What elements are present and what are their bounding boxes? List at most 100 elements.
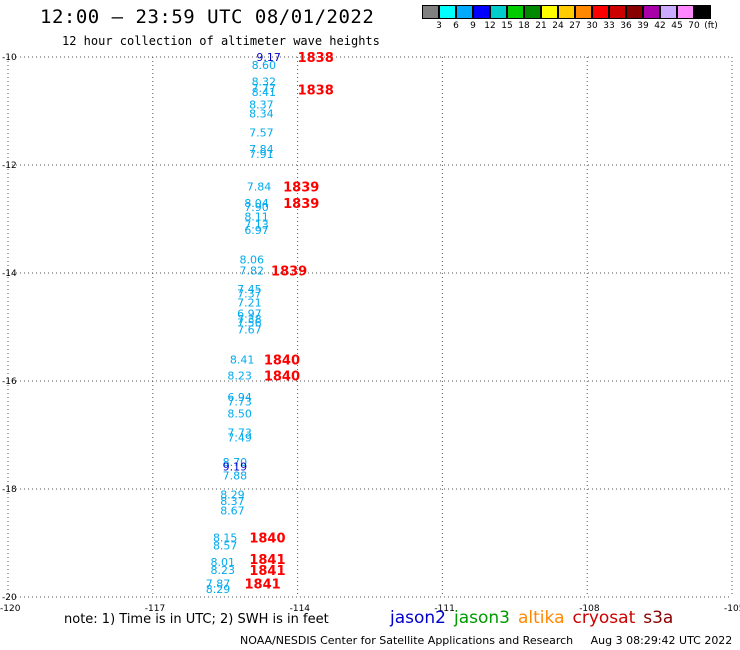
wave-height-value: 9.17 <box>256 51 281 64</box>
legend-item-s3a: s3a <box>643 608 674 628</box>
x-tick-label: -120 <box>0 604 21 614</box>
color-scale-tick: 9 <box>470 21 476 31</box>
color-swatch <box>694 5 711 19</box>
x-tick-label: -114 <box>290 604 311 614</box>
color-scale-tick: 6 <box>453 21 459 31</box>
color-scale-tick: 18 <box>518 21 530 31</box>
legend-item-altika: altika <box>518 608 565 628</box>
y-tick-label: -20 <box>2 593 17 603</box>
color-scale-tick: 27 <box>569 21 581 31</box>
color-swatch <box>490 5 507 19</box>
wave-height-value: 7.21 <box>237 297 262 310</box>
wave-height-value: 7.45 <box>237 283 262 296</box>
color-swatch <box>439 5 456 19</box>
color-scale-tick: 45 <box>671 21 683 31</box>
color-scale-tick: 3 <box>436 21 442 31</box>
wave-height-value: 7.57 <box>249 127 274 140</box>
wave-height-value: 8.34 <box>249 108 274 121</box>
color-scale-tick: (ft) <box>704 21 718 31</box>
wave-height-labels: 9.178.608.327.778.418.378.347.577.847.91… <box>206 51 281 596</box>
wave-height-value: 7.84 <box>249 143 274 156</box>
y-tick-label: -10 <box>2 53 17 63</box>
color-swatch <box>507 5 524 19</box>
color-swatch <box>524 5 541 19</box>
footer-timestamp: Aug 3 08:29:42 UTC 2022 <box>590 634 733 647</box>
wave-height-value: 8.60 <box>252 59 277 72</box>
wave-height-value: 7.82 <box>239 264 264 277</box>
wave-height-value: 8.57 <box>213 540 238 553</box>
wave-height-value: 8.29 <box>206 583 231 596</box>
legend-item-cryosat: cryosat <box>572 608 636 628</box>
color-swatch <box>677 5 694 19</box>
pass-time-label: 1840 <box>264 370 300 385</box>
color-swatch <box>456 5 473 19</box>
wave-height-value: 7.73 <box>227 396 252 409</box>
color-scale-tick: 15 <box>501 21 513 31</box>
wave-height-value: 7.77 <box>252 82 277 95</box>
color-swatch <box>575 5 592 19</box>
satellite-legend: jason2 jason3 altika cryosat s3a <box>390 608 681 628</box>
wave-height-value: 8.06 <box>239 254 264 267</box>
wave-height-value: 8.11 <box>244 210 269 223</box>
x-tick-label: -108 <box>579 604 600 614</box>
wave-height-value: 8.41 <box>252 86 277 99</box>
pass-time-label: 1839 <box>283 197 319 212</box>
pass-time-label: 1841 <box>249 564 285 579</box>
color-swatch <box>592 5 609 19</box>
wave-height-value: 7.49 <box>227 432 252 445</box>
wave-height-value: 8.04 <box>244 197 269 210</box>
color-scale-tick: 33 <box>603 21 615 31</box>
color-swatch <box>541 5 558 19</box>
wave-height-value: 7.88 <box>223 470 248 483</box>
pass-time-label: 1841 <box>249 553 285 568</box>
pass-time-label: 1841 <box>245 578 281 593</box>
wave-height-value: 8.50 <box>227 407 252 420</box>
pass-time-label: 1839 <box>283 181 319 196</box>
footer: NOAA/NESDIS Center for Satellite Applica… <box>240 634 732 647</box>
y-tick-label: -12 <box>2 161 17 171</box>
wave-height-value: 8.67 <box>220 505 245 518</box>
wave-height-value: 8.01 <box>211 556 236 569</box>
legend-item-jason2: jason2 <box>390 608 446 628</box>
wave-height-value: 8.15 <box>213 532 238 545</box>
color-swatch <box>626 5 643 19</box>
color-swatch <box>473 5 490 19</box>
wave-height-value: 7.37 <box>237 288 262 301</box>
color-scale-tick: 42 <box>654 21 666 31</box>
chart-subtitle: 12 hour collection of altimeter wave hei… <box>62 34 380 48</box>
pass-time-label: 1839 <box>271 264 307 279</box>
wave-height-value: 8.32 <box>252 75 277 88</box>
color-swatch <box>422 5 439 19</box>
wave-height-value: 6.94 <box>227 391 252 404</box>
color-scale-tick: 24 <box>552 21 564 31</box>
pass-time-label: 1840 <box>264 353 300 368</box>
wave-height-value: 7.91 <box>249 148 274 161</box>
wave-height-value: 6.97 <box>244 224 269 237</box>
wave-height-value: 7.84 <box>247 181 272 194</box>
chart-title: 12:00 – 23:59 UTC 08/01/2022 <box>40 6 375 28</box>
pass-time-labels: 1838183818391839183918401840184018411841… <box>245 51 334 593</box>
color-swatch <box>558 5 575 19</box>
y-tick-label: -14 <box>2 269 17 279</box>
pass-time-label: 1838 <box>298 83 334 98</box>
color-scale-tick: 36 <box>620 21 632 31</box>
wave-height-value: 7.90 <box>244 201 269 214</box>
units-note: note: 1) Time is in UTC; 2) SWH is in fe… <box>64 612 329 627</box>
wave-height-value: 7.87 <box>206 578 231 591</box>
pass-time-label: 1838 <box>298 51 334 66</box>
pass-time-label: 1840 <box>249 532 285 547</box>
color-scale-tick: 39 <box>637 21 649 31</box>
wave-height-value: 8.29 <box>220 488 245 501</box>
plot-axes: -10 -12 -14 -16 -18 -20-120 -117 -114 -111 -108 -1… <box>0 53 740 614</box>
wave-height-value: 8.37 <box>249 99 274 112</box>
footer-center-credit: NOAA/NESDIS Center for Satellite Applica… <box>240 634 574 647</box>
wave-height-value: 8.70 <box>223 456 248 469</box>
wave-height-value: 7.56 <box>237 317 262 330</box>
color-scale-tick: 70 <box>688 21 700 31</box>
color-swatch <box>609 5 626 19</box>
wave-height-value: 8.23 <box>211 564 236 577</box>
wave-height-value: 7.73 <box>227 426 252 439</box>
wave-height-value: 8.23 <box>227 370 252 383</box>
wave-height-value: 7.38 <box>237 313 262 326</box>
